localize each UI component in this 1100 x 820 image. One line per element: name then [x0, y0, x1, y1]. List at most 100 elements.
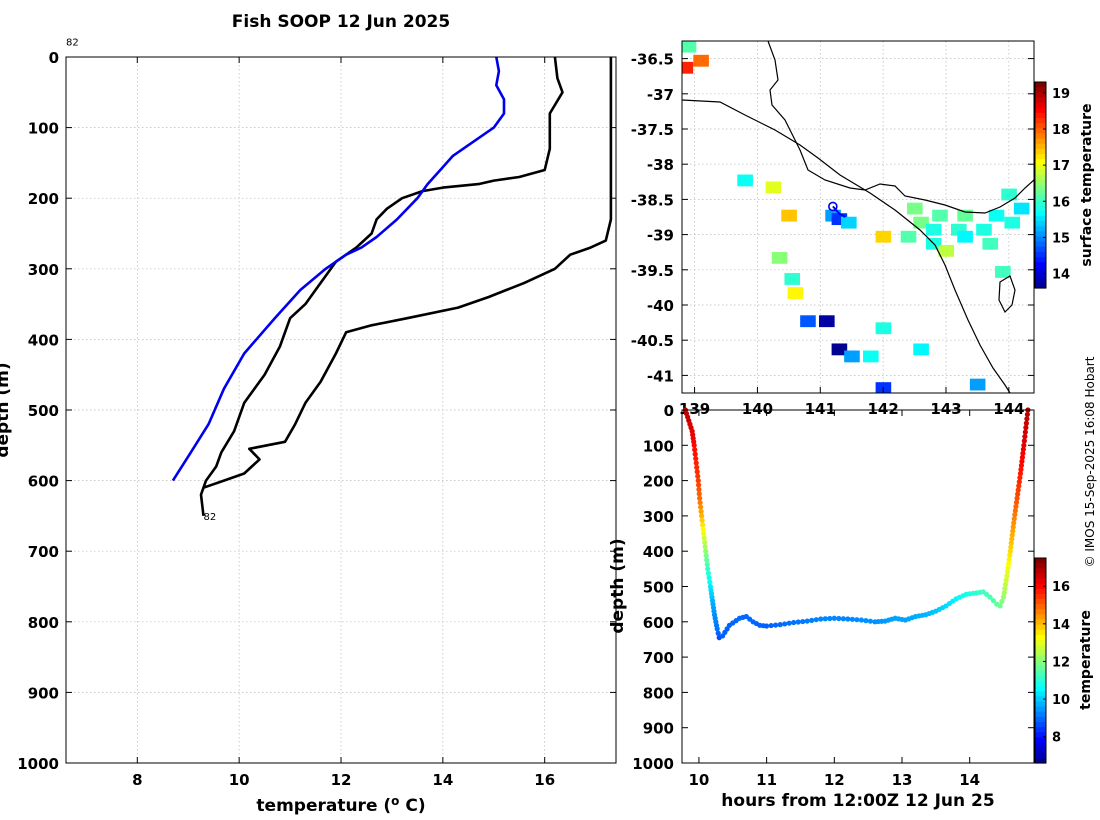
sst-cell: [807, 322, 812, 328]
sst-cell: [737, 182, 742, 187]
section-colorbar-segment: [1035, 711, 1046, 718]
sst-cell: [765, 185, 770, 190]
sst-cell: [1002, 266, 1007, 271]
sst-cell: [851, 358, 856, 363]
section-data-point: [800, 618, 806, 625]
sst-cell: [741, 174, 746, 179]
sst-cell: [792, 213, 797, 218]
sst-cell: [847, 354, 853, 359]
sst-cell: [973, 382, 978, 387]
map-ytick-label: -38.5: [631, 191, 674, 209]
section-data-point: [1023, 420, 1029, 426]
section-data-point: [831, 615, 837, 621]
sst-cell: [1015, 224, 1021, 229]
section-colorbar-segment: [1035, 578, 1046, 585]
sst-cell: [924, 351, 929, 356]
section-data-point: [1015, 487, 1021, 493]
sst-cell: [830, 322, 835, 328]
sst-cell: [803, 319, 809, 324]
section-ytick-label: 100: [643, 437, 674, 455]
section-data-point: [1024, 416, 1030, 422]
section-colorbar-segment: [1035, 599, 1046, 605]
sst-cell: [987, 231, 992, 236]
sst-cell: [792, 276, 797, 282]
sst-cell: [842, 343, 848, 348]
section-data-point: [698, 504, 704, 510]
sst-cell: [977, 378, 982, 383]
figure-title: Fish SOOP 12 Jun 2025: [232, 12, 450, 32]
sst-cell: [1008, 224, 1013, 229]
section-data-point: [849, 616, 855, 622]
sst-cell: [1000, 213, 1005, 218]
king-island-outline: [998, 275, 1016, 314]
sst-cell: [957, 213, 962, 218]
section-data-point: [1012, 512, 1018, 518]
sst-cell: [883, 389, 888, 393]
section-colorbar-segment: [1035, 588, 1046, 595]
profile-line-historic-profile-1: [199, 56, 564, 517]
sst-cell: [803, 315, 809, 320]
map-colorbar-tick-label: 14: [1052, 268, 1070, 283]
section-data-point: [694, 464, 700, 470]
sst-cell: [870, 354, 875, 359]
profile-ytick-label: 400: [28, 331, 59, 349]
sst-cell: [879, 382, 884, 387]
sst-cell: [964, 234, 970, 239]
section-data-point: [1005, 565, 1011, 571]
section-data-point: [692, 451, 698, 457]
sst-cell: [748, 174, 753, 179]
sst-cell: [904, 238, 909, 243]
sst-cell: [918, 202, 923, 207]
map-colorbar-segment: [1035, 143, 1046, 150]
sst-cell: [917, 216, 922, 222]
section-data-point: [782, 621, 788, 627]
map-colorbar-segment: [1035, 277, 1046, 284]
sst-cell: [779, 255, 784, 260]
sst-cell: [993, 241, 999, 246]
map-colorbar-tick-label: 15: [1052, 231, 1070, 246]
section-colorbar-tick-label: 12: [1052, 655, 1070, 670]
sst-cell: [886, 385, 892, 391]
sst-cell: [879, 234, 884, 239]
sst-cell: [995, 273, 1000, 278]
sst-cell: [996, 209, 1001, 214]
sst-cell: [684, 44, 689, 49]
map-colorbar-segment: [1035, 174, 1046, 181]
section-data-point: [697, 495, 703, 501]
sst-cell: [688, 44, 693, 49]
sst-cell: [847, 350, 853, 355]
section-data-point: [715, 630, 721, 636]
sst-cell: [1012, 188, 1017, 193]
profile-xtick-label: 14: [432, 771, 453, 789]
section-data-point: [694, 469, 700, 475]
sst-cell: [924, 347, 929, 352]
sst-cell: [886, 238, 892, 243]
profile-line-historic-profile-2: [203, 57, 613, 489]
section-ytick-label: 900: [643, 720, 674, 738]
section-data-point: [1004, 569, 1011, 575]
sst-cell: [964, 213, 970, 218]
section-ytick-label: 1000: [632, 755, 674, 773]
sst-cell: [933, 241, 938, 246]
sst-cell: [781, 217, 786, 222]
map-colorbar-segment: [1035, 107, 1046, 114]
sst-cell: [992, 213, 997, 218]
sst-cell: [942, 252, 947, 257]
section-data-point: [858, 617, 864, 623]
sst-cell: [879, 238, 884, 243]
sst-cell: [929, 231, 934, 236]
coastline-victoria: [767, 41, 1034, 214]
map-colorbar-segment: [1035, 282, 1046, 289]
sst-cell: [954, 231, 960, 236]
map-colorbar-segment: [1035, 112, 1046, 119]
sst-cell: [900, 238, 906, 243]
section-colorbar-label: temperature: [1078, 610, 1094, 710]
sst-cell: [925, 245, 931, 250]
section-data-point: [703, 553, 709, 559]
sst-cell: [1006, 266, 1011, 271]
map-colorbar-segment: [1035, 159, 1046, 165]
map-colorbar-segment: [1035, 133, 1046, 140]
sst-cell: [693, 62, 698, 67]
sst-cell: [912, 238, 917, 243]
sst-cell: [925, 231, 931, 236]
